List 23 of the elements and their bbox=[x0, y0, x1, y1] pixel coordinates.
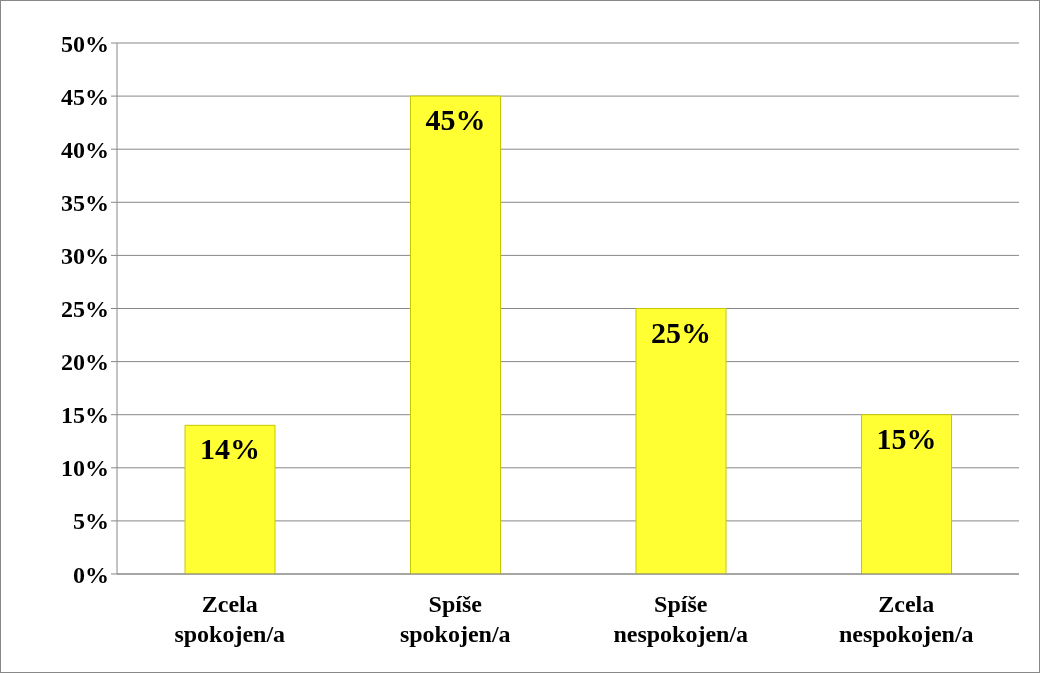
y-tick-label: 15% bbox=[61, 402, 109, 429]
data-label: 25% bbox=[651, 315, 711, 349]
x-tick-label: Spíše spokojen/a bbox=[399, 591, 511, 647]
y-tick-label: 10% bbox=[61, 455, 109, 482]
bar bbox=[184, 424, 276, 574]
data-label: 15% bbox=[876, 421, 937, 455]
y-tick-label: 25% bbox=[61, 296, 109, 323]
x-tick-label: Spíše nespokojen/a bbox=[613, 591, 749, 647]
y-tick-label: 0% bbox=[73, 561, 109, 588]
x-tick-label: Zcela nespokojen/a bbox=[838, 591, 974, 647]
y-tick-label: 45% bbox=[61, 83, 109, 110]
y-tick-label: 50% bbox=[61, 30, 109, 57]
y-tick-label: 30% bbox=[61, 242, 109, 269]
bar bbox=[410, 95, 501, 574]
x-tick-label: Zcela spokojen/a bbox=[174, 591, 286, 647]
bar bbox=[861, 414, 952, 574]
data-label: 14% bbox=[200, 432, 260, 466]
y-tick-label: 35% bbox=[61, 189, 109, 216]
bar bbox=[635, 308, 727, 574]
data-label: 45% bbox=[425, 103, 486, 137]
y-tick-label: 40% bbox=[61, 136, 109, 163]
y-tick-label: 5% bbox=[73, 508, 109, 535]
y-tick-label: 20% bbox=[61, 349, 109, 376]
